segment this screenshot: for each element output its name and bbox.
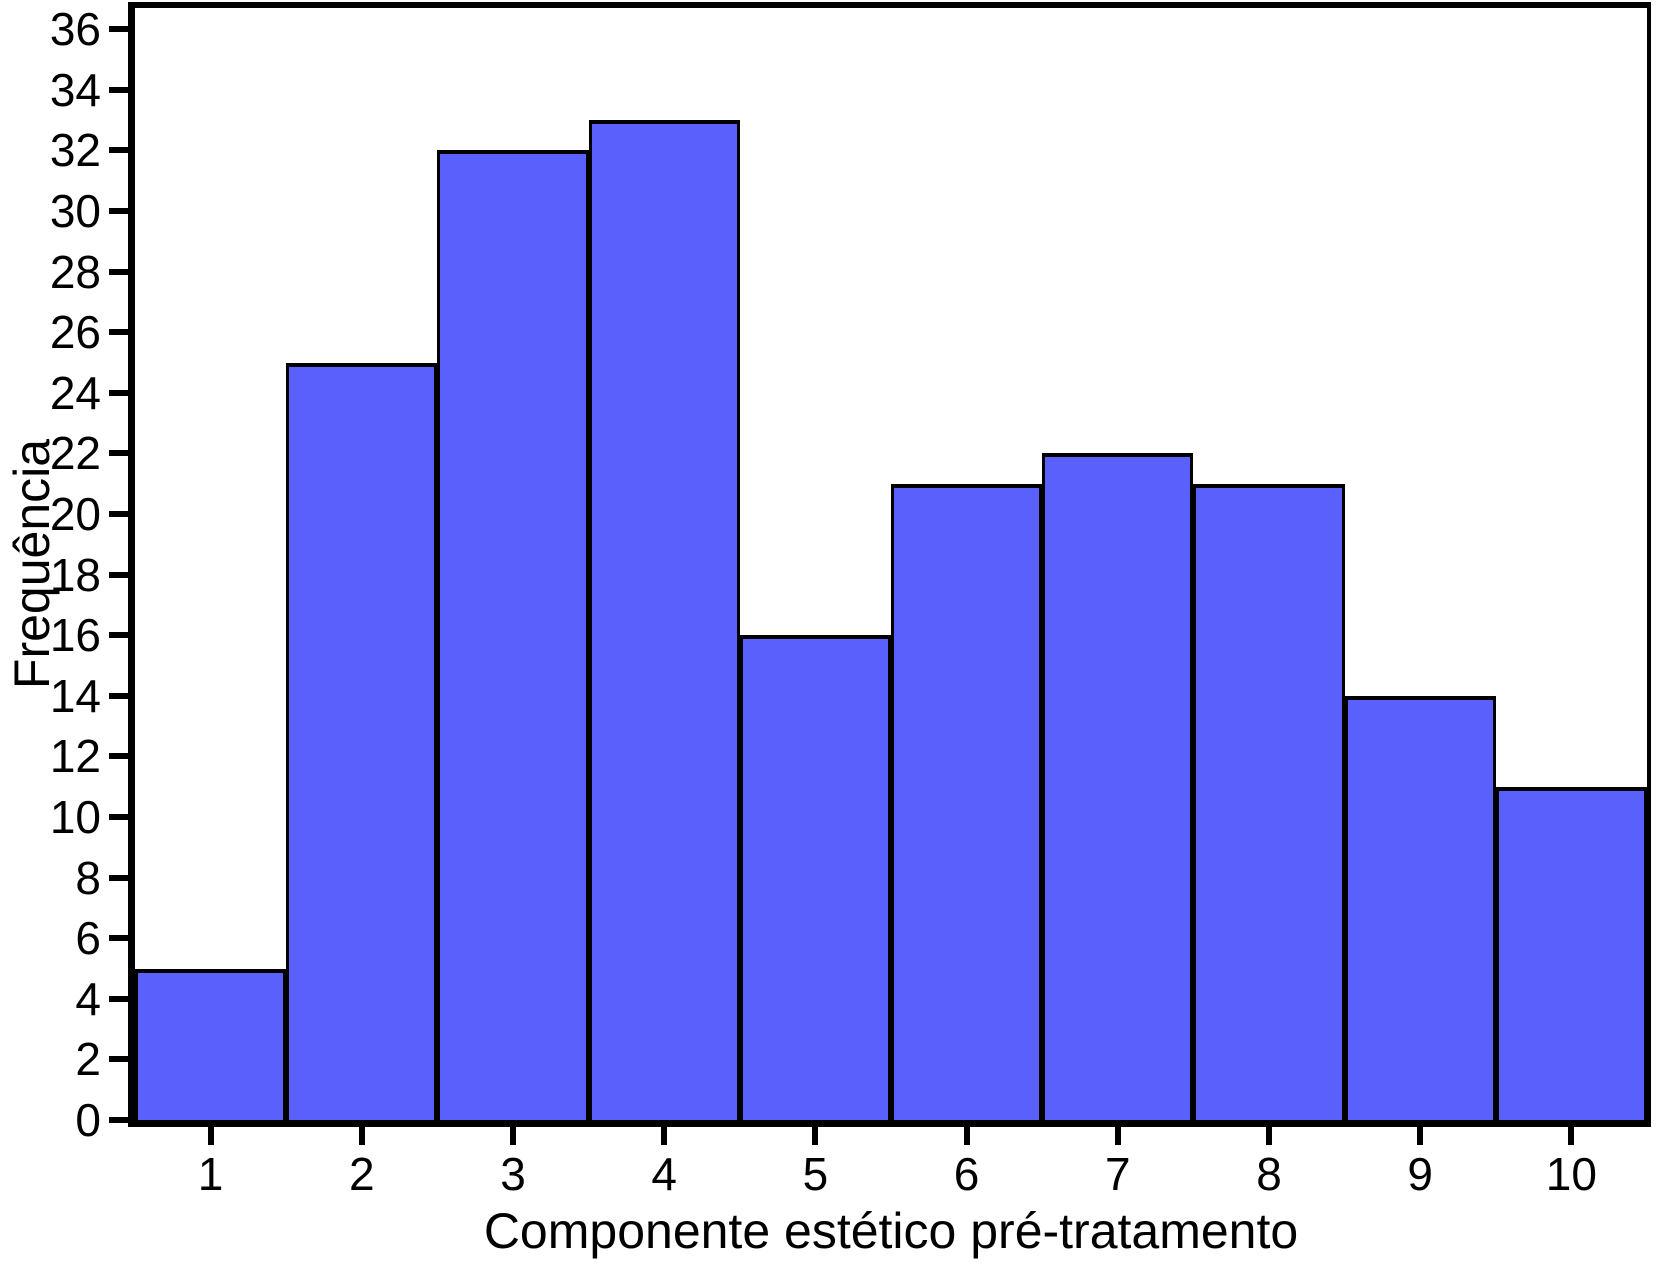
y-axis: 0 2 4 6 8 10 12 14 16 18 20 22 24 26 28 30 32 34 36	[0, 3, 128, 1143]
x-tick-label-1: 1	[197, 1148, 224, 1200]
x-tick-label-7: 7	[1105, 1148, 1131, 1200]
x-tick-mark-4	[661, 1127, 668, 1145]
y-tick-mark-4	[109, 995, 128, 1002]
y-tick-mark-8	[109, 874, 128, 881]
y-tick-mark-2	[109, 1056, 128, 1063]
y-tick-mark-10	[109, 814, 128, 821]
y-tick-label-0: 0	[75, 1094, 101, 1146]
x-tick-label-4: 4	[651, 1148, 677, 1200]
y-tick-label-14: 14	[49, 669, 101, 722]
x-tick-label-5: 5	[802, 1148, 829, 1200]
bar-7	[1042, 453, 1194, 1120]
bar-1	[135, 968, 287, 1120]
bar-4	[588, 120, 740, 1120]
bar-10	[1495, 786, 1647, 1120]
bar-3	[437, 150, 589, 1120]
y-tick-label-20: 20	[49, 488, 101, 541]
y-tick-mark-6	[109, 935, 128, 942]
x-tick-mark-6	[963, 1127, 970, 1145]
y-tick-mark-28	[109, 268, 128, 275]
x-tick-label-9: 9	[1407, 1148, 1433, 1200]
y-tick-mark-20	[109, 511, 128, 518]
y-tick-label-16: 16	[49, 609, 101, 662]
y-tick-label-18: 18	[49, 548, 101, 601]
x-tick-label-10: 10	[1545, 1148, 1597, 1200]
x-tick-mark-3	[510, 1127, 516, 1145]
bars-container	[135, 8, 1647, 1120]
x-tick-label-3: 3	[500, 1148, 526, 1200]
y-tick-label-6: 6	[75, 912, 101, 965]
y-tick-label-34: 34	[49, 63, 101, 116]
x-tick-mark-5	[812, 1127, 819, 1145]
y-tick-label-26: 26	[49, 306, 101, 359]
x-tick-mark-2	[358, 1127, 365, 1145]
y-tick-label-12: 12	[49, 730, 101, 783]
bar-2	[286, 362, 438, 1120]
x-tick-label-2: 2	[349, 1148, 375, 1200]
x-tick-mark-7	[1114, 1127, 1121, 1145]
x-axis: 1 2 3 4 5 6 7 8 9 10	[135, 1127, 1647, 1197]
x-axis-label: Componente estético pré-tratamento	[483, 1203, 1299, 1259]
x-tick-mark-8	[1266, 1127, 1272, 1145]
x-tick-mark-1	[207, 1127, 214, 1145]
bar-8	[1193, 483, 1345, 1120]
x-tick-label-6: 6	[953, 1148, 980, 1200]
y-tick-mark-16	[109, 632, 128, 639]
bar-9	[1344, 695, 1496, 1120]
y-tick-mark-30	[109, 208, 128, 215]
y-tick-label-32: 32	[49, 124, 101, 177]
y-tick-label-2: 2	[75, 1033, 101, 1086]
y-tick-label-24: 24	[49, 366, 101, 419]
y-tick-mark-32	[109, 147, 128, 154]
y-tick-label-10: 10	[49, 791, 101, 844]
y-tick-mark-18	[109, 571, 128, 578]
y-tick-label-36: 36	[49, 3, 101, 56]
x-tick-mark-10	[1568, 1127, 1575, 1145]
plot-area	[128, 2, 1651, 1127]
y-tick-label-30: 30	[49, 185, 101, 238]
x-tick-label-8: 8	[1256, 1148, 1282, 1200]
y-tick-mark-14	[109, 692, 128, 699]
y-tick-label-22: 22	[49, 427, 101, 480]
y-tick-mark-24	[109, 389, 128, 396]
y-tick-mark-34	[109, 86, 128, 93]
y-tick-mark-36	[109, 26, 128, 33]
y-tick-mark-0	[109, 1117, 128, 1123]
y-tick-mark-26	[109, 329, 128, 336]
y-tick-label-28: 28	[49, 245, 101, 298]
x-tick-mark-9	[1417, 1127, 1424, 1145]
bar-6	[891, 483, 1043, 1120]
y-tick-label-4: 4	[75, 972, 101, 1025]
bar-5	[739, 635, 891, 1120]
y-tick-label-8: 8	[75, 851, 101, 904]
y-tick-mark-12	[109, 753, 128, 760]
y-tick-mark-22	[109, 450, 128, 457]
